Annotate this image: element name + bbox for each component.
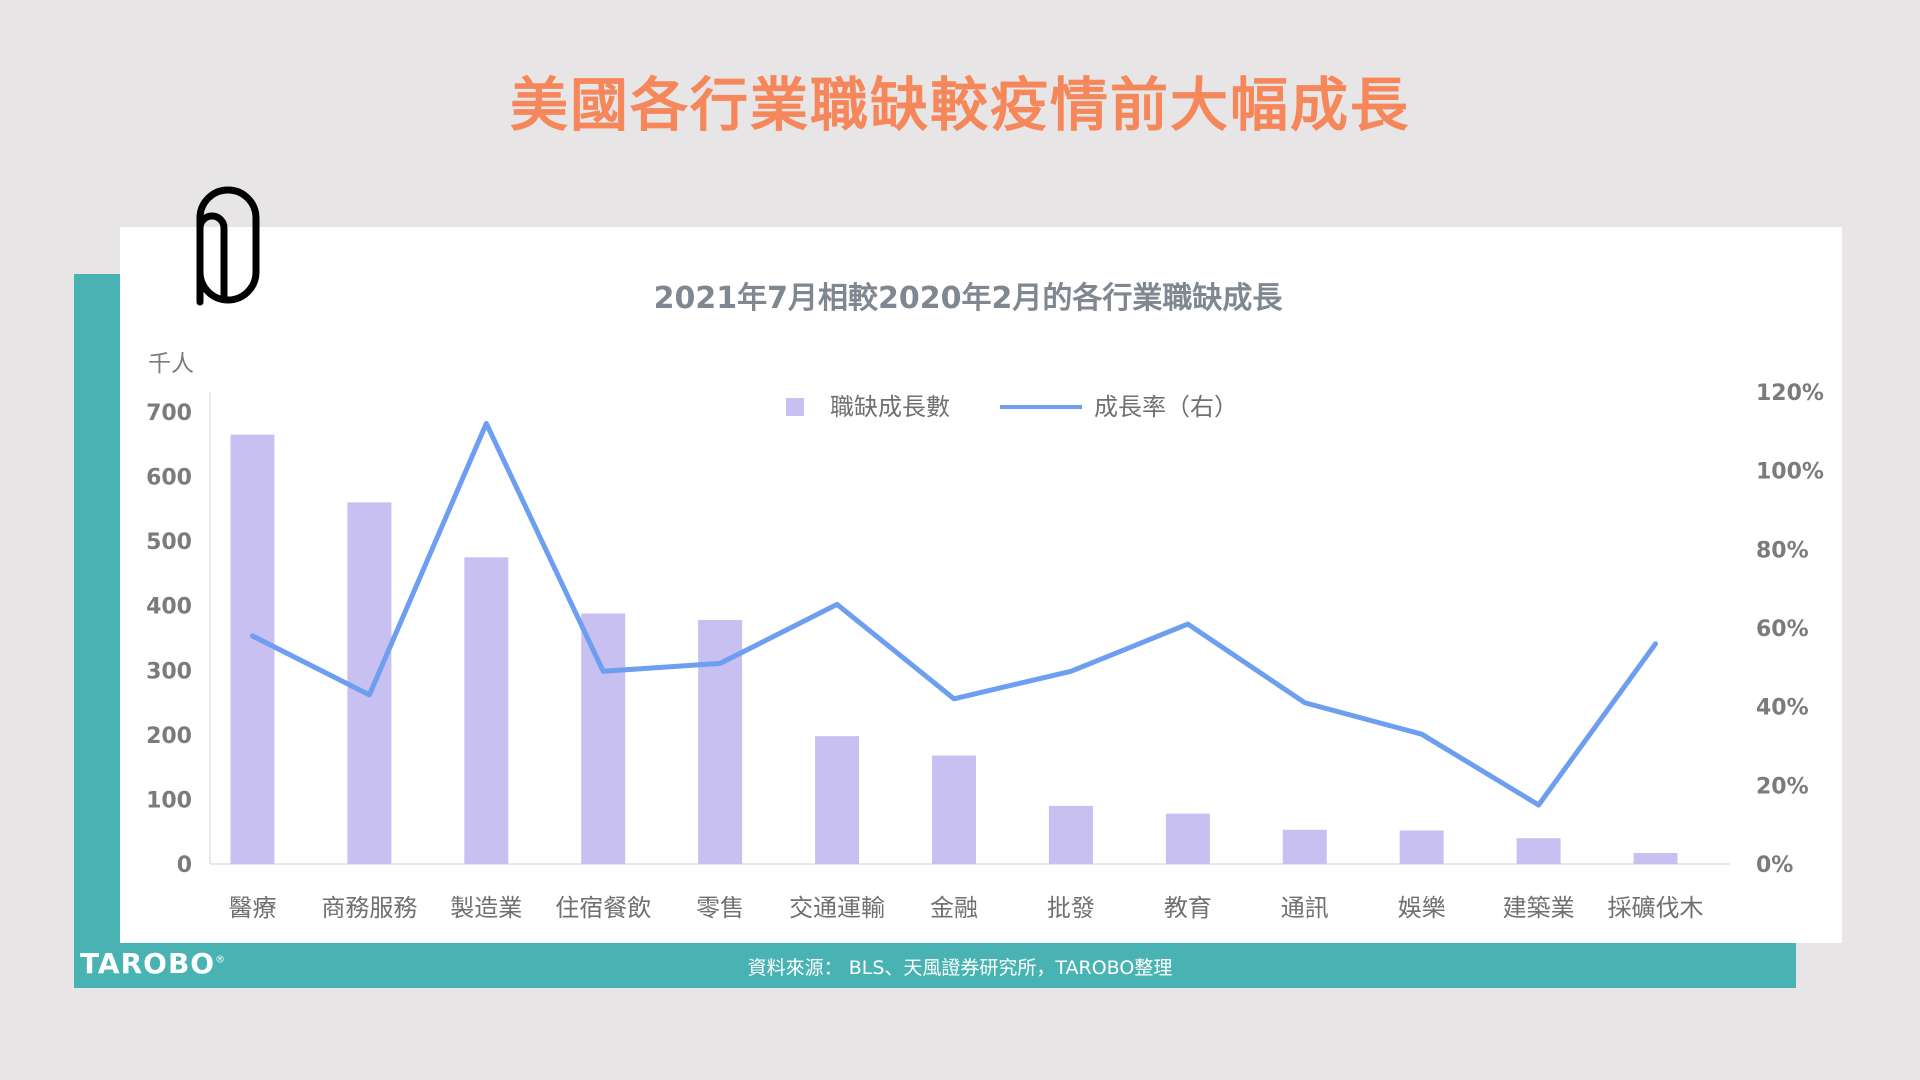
bar — [464, 557, 509, 864]
chart-title: 2021年7月相較2020年2月的各行業職缺成長 — [654, 281, 1284, 316]
category-label: 教育 — [1164, 894, 1212, 922]
source-note: 資料來源： BLS、天風證券研究所，TAROBO整理 — [747, 957, 1173, 979]
brand-registered-mark: ® — [215, 954, 227, 966]
category-label: 採礦伐木 — [1608, 894, 1704, 922]
category-label: 交通運輸 — [789, 894, 885, 922]
left-tick-label: 300 — [146, 659, 192, 684]
right-tick-label: 0% — [1756, 853, 1793, 878]
bar — [1282, 829, 1327, 864]
bar — [581, 613, 626, 864]
legend: 職缺成長數 成長率（右） — [786, 393, 1238, 421]
bar — [1633, 853, 1678, 864]
right-tick-label: 20% — [1756, 774, 1809, 799]
left-tick-label: 100 — [146, 788, 192, 813]
line-series — [249, 420, 1659, 808]
category-label: 娛樂 — [1398, 894, 1446, 922]
left-tick-label: 500 — [146, 530, 192, 555]
category-label: 製造業 — [450, 894, 522, 922]
left-axis-ticks: 0 100 200 300 400 500 600 700 — [146, 401, 192, 878]
bar — [815, 736, 860, 864]
bar — [1048, 805, 1093, 864]
growth-rate-line — [249, 420, 1659, 808]
legend-bar-label: 職缺成長數 — [830, 393, 950, 421]
category-label: 金融 — [930, 894, 978, 922]
bar — [932, 755, 976, 864]
left-tick-label: 200 — [146, 724, 192, 749]
left-tick-label: 0 — [177, 853, 192, 878]
left-tick-label: 600 — [146, 466, 192, 491]
legend-bar-swatch — [786, 398, 804, 416]
right-tick-label: 120% — [1756, 381, 1824, 406]
category-label: 醫療 — [228, 894, 276, 922]
paperclip-icon — [196, 186, 260, 306]
left-axis-unit: 千人 — [148, 351, 194, 377]
page-title: 美國各行業職缺較疫情前大幅成長 — [509, 71, 1410, 139]
right-axis-ticks: 0% 20% 40% 60% 80% 100% 120% — [1756, 381, 1824, 878]
category-label: 批發 — [1047, 894, 1095, 922]
legend-line-label: 成長率（右） — [1094, 393, 1238, 421]
category-label: 建築業 — [1503, 894, 1575, 922]
bar — [347, 502, 392, 864]
right-tick-label: 40% — [1756, 696, 1809, 721]
bar — [230, 434, 275, 864]
bar — [1399, 830, 1444, 864]
bar-series — [230, 434, 1678, 864]
right-tick-label: 80% — [1756, 538, 1809, 563]
category-label: 通訊 — [1281, 894, 1329, 922]
category-label: 住宿餐飲 — [555, 894, 651, 922]
brand-name: TAROBO — [80, 947, 216, 980]
left-tick-label: 700 — [146, 401, 192, 426]
category-label: 零售 — [696, 894, 744, 922]
right-tick-label: 60% — [1756, 617, 1809, 642]
bar — [1516, 838, 1561, 864]
category-labels: 醫療 商務服務 製造業 住宿餐飲 零售 交通運輸 金融 批發 教育 通訊 娛樂 建築業 採礦伐木 — [228, 894, 1703, 922]
left-tick-label: 400 — [146, 595, 192, 620]
bar — [1165, 813, 1210, 864]
chart-card — [120, 227, 1842, 943]
right-tick-label: 100% — [1756, 460, 1824, 485]
category-label: 商務服務 — [321, 894, 417, 922]
tarobo-logo: TAROBO® — [80, 947, 226, 980]
